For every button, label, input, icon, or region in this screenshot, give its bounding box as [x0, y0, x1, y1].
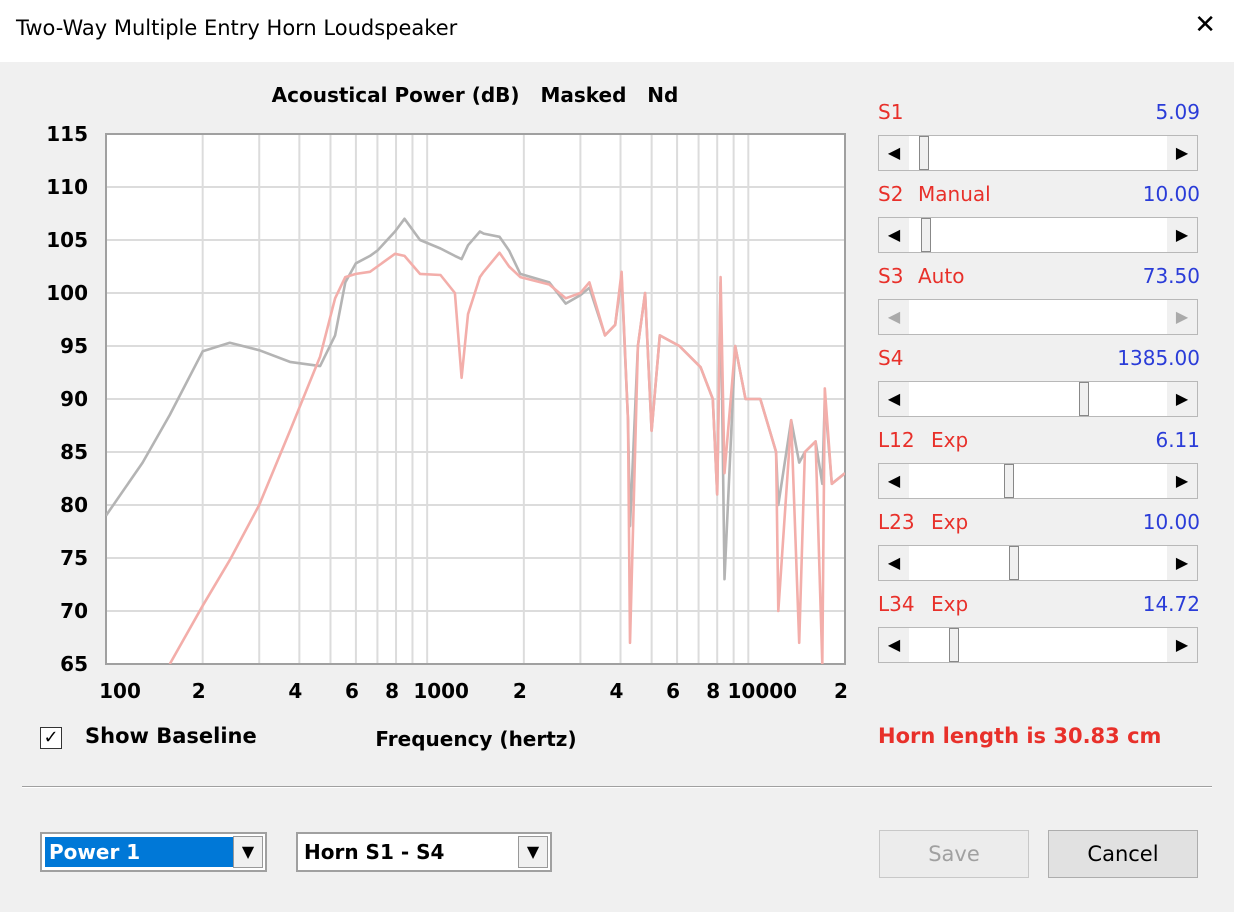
y-tick-label: 80 [60, 493, 88, 517]
y-tick-label: 105 [46, 228, 88, 252]
separator [22, 786, 1212, 788]
dropdown[interactable]: Horn S1 - S4 ▼ [296, 832, 552, 872]
slider-track[interactable]: ◀ ▶ [878, 217, 1198, 253]
slider-track[interactable]: ◀ ▶ [878, 545, 1198, 581]
x-tick-label: 4 [288, 679, 302, 703]
dropdown[interactable]: Power 1 ▼ [40, 832, 267, 872]
series-line [168, 251, 845, 664]
y-tick-label: 95 [60, 334, 88, 358]
x-tick-label: 1000 [413, 679, 469, 703]
slider-right-arrow[interactable]: ▶ [1167, 464, 1197, 498]
slider-name: S1 [878, 100, 904, 124]
slider-value: 10.00 [1142, 182, 1200, 206]
slider-left-arrow[interactable]: ◀ [879, 628, 909, 662]
slider-name: S4 [878, 346, 904, 370]
slider-name: L12 [878, 428, 915, 452]
slider-track[interactable]: ◀ ▶ [878, 627, 1198, 663]
slider-right-arrow[interactable]: ▶ [1167, 136, 1197, 170]
y-tick-label: 100 [46, 281, 88, 305]
slider-right-arrow[interactable]: ▶ [1167, 218, 1197, 252]
y-tick-label: 85 [60, 440, 88, 464]
slider-thumb[interactable] [921, 218, 931, 252]
window-title: Two-Way Multiple Entry Horn Loudspeaker [16, 16, 458, 40]
slider-value: 73.50 [1142, 264, 1200, 288]
slider-right-arrow[interactable]: ▶ [1167, 628, 1197, 662]
chart: Acoustical Power (dB) Masked Nd Frequency… [46, 83, 848, 751]
dropdown-arrow[interactable]: ▼ [518, 836, 548, 868]
slider-name: L23 [878, 510, 915, 534]
slider-track[interactable]: ◀ ▶ [878, 135, 1198, 171]
x-tick-label: 2 [834, 679, 848, 703]
x-tick-label: 6 [666, 679, 680, 703]
slider-mode: Manual [918, 182, 991, 206]
x-tick-label: 4 [610, 679, 624, 703]
slider-value: 14.72 [1142, 592, 1200, 616]
slider-left-arrow[interactable]: ◀ [879, 546, 909, 580]
slider-track[interactable]: ◀ ▶ [878, 463, 1198, 499]
y-tick-label: 65 [60, 652, 88, 676]
slider-thumb[interactable] [949, 628, 959, 662]
checkbox[interactable]: ✓ [40, 727, 62, 749]
x-tick-label: 8 [385, 679, 399, 703]
dropdown-arrow[interactable]: ▼ [233, 836, 263, 868]
y-tick-label: 90 [60, 387, 88, 411]
slider-track[interactable]: ◀ ▶ [878, 381, 1198, 417]
slider-value: 1385.00 [1117, 346, 1200, 370]
slider-left-arrow[interactable]: ◀ [879, 136, 909, 170]
slider-mode: Auto [918, 264, 965, 288]
slider-name: S2 [878, 182, 904, 206]
x-tick-label: 8 [706, 679, 720, 703]
chart-title: Acoustical Power (dB) Masked Nd [272, 83, 679, 107]
x-tick-label: 6 [345, 679, 359, 703]
slider-mode: Exp [931, 428, 969, 452]
close-button[interactable]: ✕ [1194, 10, 1216, 40]
cancel-button[interactable]: Cancel [1048, 830, 1198, 878]
slider-left-arrow[interactable]: ◀ [879, 300, 909, 334]
slider-right-arrow[interactable]: ▶ [1167, 382, 1197, 416]
slider-right-arrow[interactable]: ▶ [1167, 546, 1197, 580]
x-axis-label: Frequency (hertz) [375, 727, 576, 751]
slider-mode: Exp [931, 592, 969, 616]
slider-mode: Exp [931, 510, 969, 534]
slider-thumb[interactable] [1004, 464, 1014, 498]
x-tick-label: 100 [99, 679, 141, 703]
slider-right-arrow[interactable]: ▶ [1167, 300, 1197, 334]
y-tick-label: 70 [60, 599, 88, 623]
y-tick-label: 115 [46, 122, 88, 146]
title-bar [0, 0, 1234, 62]
x-tick-label: 2 [513, 679, 527, 703]
slider-left-arrow[interactable]: ◀ [879, 464, 909, 498]
dropdown-text: Power 1 [45, 837, 235, 867]
slider-value: 6.11 [1155, 428, 1200, 452]
slider-track[interactable]: ◀ ▶ [878, 299, 1198, 335]
save-button[interactable]: Save [879, 830, 1029, 878]
horn-length: Horn length is 30.83 cm [878, 724, 1162, 748]
slider-name: S3 [878, 264, 904, 288]
x-tick-label: 2 [192, 679, 206, 703]
slider-value: 5.09 [1155, 100, 1200, 124]
slider-name: L34 [878, 592, 915, 616]
slider-left-arrow[interactable]: ◀ [879, 382, 909, 416]
slider-left-arrow[interactable]: ◀ [879, 218, 909, 252]
dropdown-text: Horn S1 - S4 [304, 840, 445, 864]
slider-thumb[interactable] [1009, 546, 1019, 580]
slider-thumb[interactable] [1079, 382, 1089, 416]
y-tick-label: 110 [46, 175, 88, 199]
plot-border [105, 133, 846, 665]
x-tick-label: 10000 [728, 679, 798, 703]
checkbox-label[interactable]: Show Baseline [85, 724, 257, 748]
slider-value: 10.00 [1142, 510, 1200, 534]
slider-thumb[interactable] [919, 136, 929, 170]
y-tick-label: 75 [60, 546, 88, 570]
